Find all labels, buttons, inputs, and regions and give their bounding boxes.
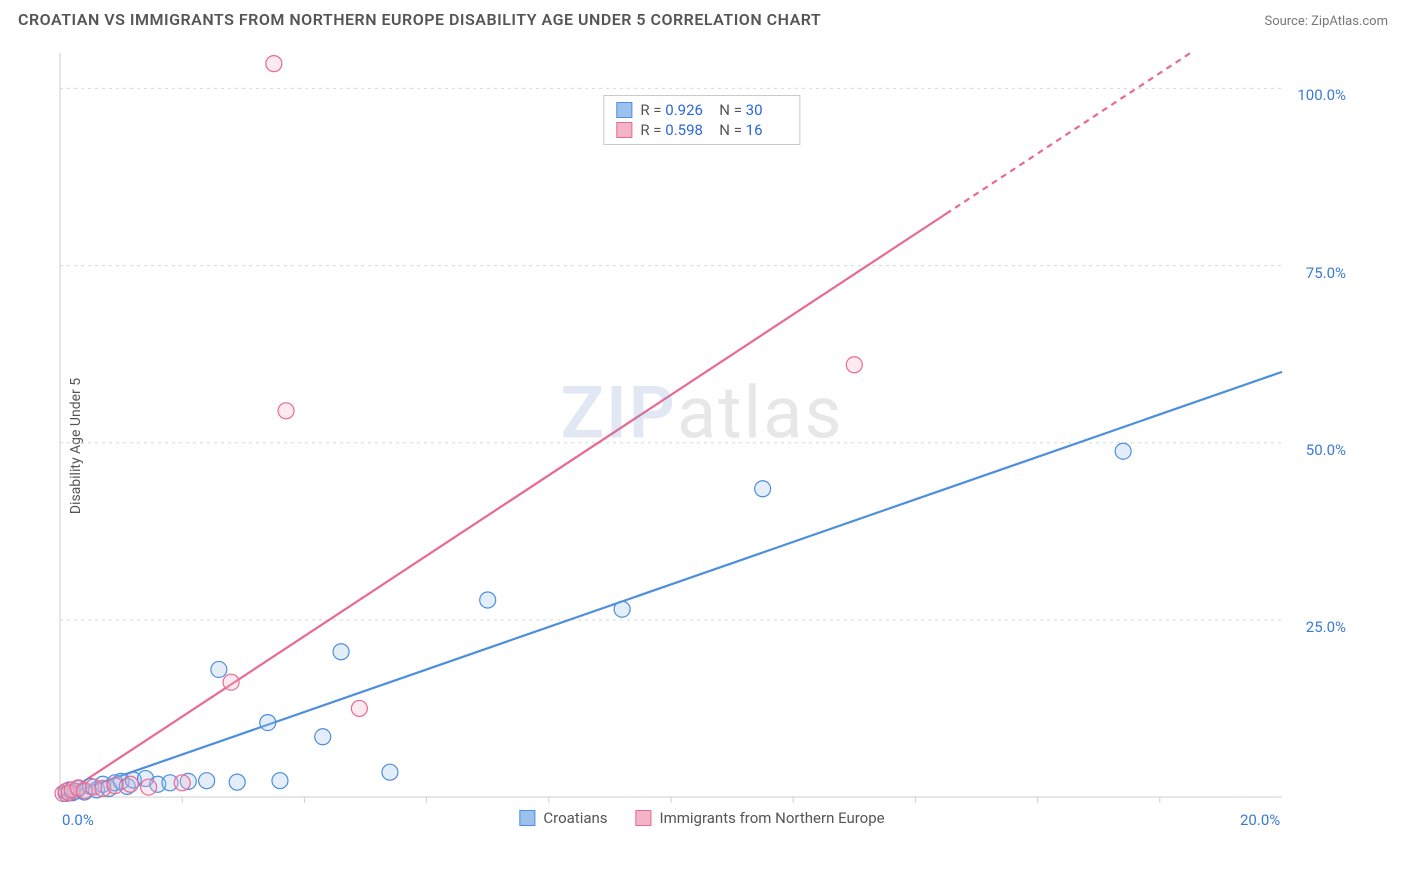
legend-item-immigrants: Immigrants from Northern Europe xyxy=(636,809,885,827)
y-tick-label: 100.0% xyxy=(1297,86,1346,104)
y-tick-label: 75.0% xyxy=(1306,264,1346,282)
legend-label-croatians: Croatians xyxy=(543,809,607,827)
n-label: N = xyxy=(719,121,742,139)
scatter-plot-svg xyxy=(52,45,1352,845)
swatch-croatians xyxy=(519,810,535,826)
legend-row-croatians: R = 0.926 N = 30 xyxy=(616,100,787,120)
legend-item-croatians: Croatians xyxy=(519,809,607,827)
correlation-legend: R = 0.926 N = 30 R = 0.598 N = 16 xyxy=(603,95,800,145)
y-tick-label: 50.0% xyxy=(1306,441,1346,459)
legend-row-immigrants: R = 0.598 N = 16 xyxy=(616,120,787,140)
r-value-croatians: 0.926 xyxy=(665,101,707,119)
series-legend: Croatians Immigrants from Northern Europ… xyxy=(519,809,884,827)
swatch-immigrants xyxy=(616,122,632,138)
n-value-croatians: 30 xyxy=(746,101,788,119)
y-tick-label: 25.0% xyxy=(1306,618,1346,636)
x-tick-label: 0.0% xyxy=(62,811,94,829)
n-label: N = xyxy=(719,101,742,119)
r-value-immigrants: 0.598 xyxy=(665,121,707,139)
n-value-immigrants: 16 xyxy=(746,121,788,139)
legend-label-immigrants: Immigrants from Northern Europe xyxy=(660,809,885,827)
swatch-croatians xyxy=(616,102,632,118)
r-label: R = xyxy=(640,101,661,119)
source-attribution: Source: ZipAtlas.com xyxy=(1264,14,1388,29)
x-tick-label: 20.0% xyxy=(1240,811,1280,829)
r-label: R = xyxy=(640,121,661,139)
swatch-immigrants xyxy=(636,810,652,826)
chart-area: ZIPatlas R = 0.926 N = 30 R = 0.598 N = … xyxy=(52,45,1352,845)
chart-title: CROATIAN VS IMMIGRANTS FROM NORTHERN EUR… xyxy=(18,10,821,29)
